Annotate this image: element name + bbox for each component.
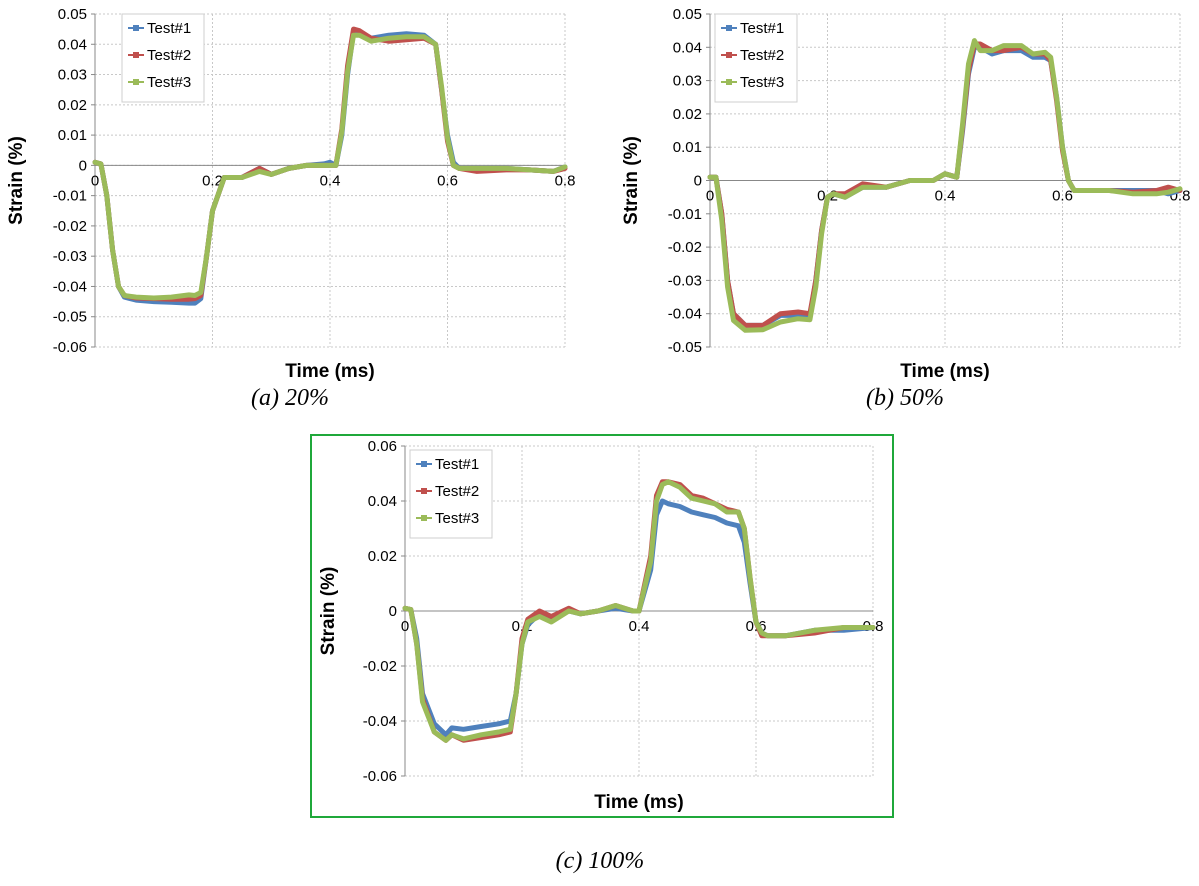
y-tick-label: 0.02 [673, 106, 702, 123]
y-axis-title: Strain (%) [6, 136, 27, 225]
x-tick-label: 0.8 [555, 172, 576, 189]
y-tick-label: -0.01 [53, 188, 87, 205]
legend-marker-test2 [133, 52, 139, 58]
legend: Test#1 Test#2 Test#3 [121, 13, 205, 103]
x-tick-label: 0 [706, 188, 714, 205]
series-line-test3 [707, 38, 1183, 333]
x-tick-label: 0.6 [1052, 188, 1073, 205]
x-tick-label: 0.4 [935, 188, 956, 205]
y-axis-title: Strain (%) [318, 567, 339, 656]
y-tick-label: 0.02 [58, 97, 87, 114]
chart-a-svg: -0.06-0.05-0.04-0.03-0.02-0.0100.010.020… [6, 6, 576, 382]
legend-label-test1: Test#1 [147, 20, 191, 37]
y-tick-label: -0.06 [53, 339, 87, 356]
chart-panel-a: -0.06 -0.05 -0.04 -0.03 -0.02 -0.01 0 0.01 0.02 0… [0, 0, 580, 385]
caption-c: (c) 100% [555, 848, 645, 874]
series-line-test3 [92, 32, 568, 301]
y-tick-label: 0.05 [673, 6, 702, 23]
y-tick-label: -0.02 [363, 658, 397, 675]
y-tick-label: 0 [389, 603, 397, 620]
chart-panel-c: -0.06 -0.04 -0.02 0 0.02 0.04 0.06 0 0.2 0.4 0.6 0.… [312, 436, 892, 816]
x-axis-title: Time (ms) [285, 361, 374, 382]
y-tick-label: -0.05 [53, 309, 87, 326]
y-tick-label: -0.05 [668, 339, 702, 356]
chart-frame-c [310, 434, 894, 818]
y-tick-label: -0.04 [363, 713, 397, 730]
gridlines [710, 13, 1181, 348]
y-tick-label: 0.04 [368, 493, 397, 510]
x-axis-title: Time (ms) [900, 361, 989, 382]
x-tick-label: 0.4 [320, 172, 341, 189]
chart-b-svg: -0.05-0.04-0.03-0.02-0.0100.010.020.030.… [621, 6, 1190, 382]
legend: Test#1 Test#2 Test#3 [714, 13, 798, 103]
y-tick-label: 0.06 [368, 438, 397, 455]
legend-label-test2: Test#2 [147, 47, 191, 64]
legend-marker-test1 [133, 25, 139, 31]
x-tick-label: 0 [401, 618, 409, 635]
y-tick-label: -0.02 [53, 218, 87, 235]
chart-panel-b: -0.05 -0.04 -0.03 -0.02 -0.01 0 0.01 0.02 0.03 0.… [615, 0, 1199, 385]
legend: Test#1 Test#2 Test#3 [409, 449, 493, 539]
legend-label-test1: Test#1 [435, 456, 479, 473]
y-tick-label: 0 [79, 157, 87, 174]
y-tick-label: 0 [694, 173, 702, 190]
y-axis-title: Strain (%) [621, 136, 642, 225]
legend-label-test2: Test#2 [435, 483, 479, 500]
legend-marker-test3 [133, 79, 139, 85]
x-tick-label: 0.2 [202, 172, 223, 189]
legend-label-test1: Test#1 [740, 20, 784, 37]
x-tick-label: 0.6 [437, 172, 458, 189]
legend-marker-test2 [421, 488, 427, 494]
y-tick-label: -0.03 [53, 248, 87, 265]
y-tick-label: -0.02 [668, 239, 702, 256]
legend-marker-test1 [726, 25, 732, 31]
y-tick-label: 0.02 [368, 548, 397, 565]
y-tick-label: 0.03 [58, 67, 87, 84]
legend-label-test3: Test#3 [435, 510, 479, 527]
legend-label-test3: Test#3 [740, 74, 784, 91]
y-tick-label: -0.06 [363, 768, 397, 785]
y-tick-label: 0.03 [673, 73, 702, 90]
y-tick-label: -0.01 [668, 206, 702, 223]
legend-label-test3: Test#3 [147, 74, 191, 91]
series-line-test3 [402, 479, 876, 743]
x-tick-label: 0.4 [629, 618, 650, 635]
y-tick-label: 0.04 [673, 39, 702, 56]
y-tick-label: -0.03 [668, 272, 702, 289]
x-tick-label: 0 [91, 172, 99, 189]
y-tick-label: 0.04 [58, 36, 87, 53]
y-tick-label: -0.04 [53, 278, 87, 295]
legend-marker-test2 [726, 52, 732, 58]
y-tick-label: 0.01 [58, 127, 87, 144]
y-tick-label: 0.01 [673, 139, 702, 156]
caption-a: (a) 20% [251, 385, 329, 411]
legend-marker-test3 [421, 515, 427, 521]
y-tick-label: 0.05 [58, 6, 87, 23]
x-axis-title: Time (ms) [594, 792, 683, 813]
gridlines [95, 13, 566, 348]
legend-marker-test1 [421, 461, 427, 467]
y-tick-label: -0.04 [668, 306, 702, 323]
legend-marker-test3 [726, 79, 732, 85]
legend-label-test2: Test#2 [740, 47, 784, 64]
caption-b: (b) 50% [866, 385, 944, 411]
